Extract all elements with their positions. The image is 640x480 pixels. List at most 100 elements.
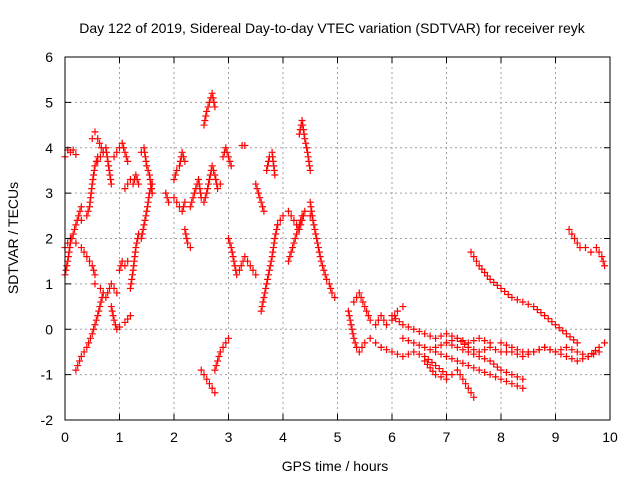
data-point bbox=[208, 384, 216, 392]
data-point bbox=[246, 262, 254, 270]
track-point bbox=[264, 275, 272, 283]
series-arc-03 bbox=[61, 235, 99, 279]
series-arc-32 bbox=[344, 307, 385, 356]
track-point bbox=[568, 346, 576, 354]
track-point bbox=[467, 389, 475, 397]
track-point bbox=[215, 352, 223, 360]
data-point bbox=[541, 343, 549, 351]
track-point bbox=[127, 280, 135, 288]
data-point bbox=[350, 334, 358, 342]
track-point bbox=[591, 346, 599, 354]
series-arc-18 bbox=[186, 162, 224, 211]
data-point bbox=[143, 162, 151, 170]
data-point bbox=[290, 216, 298, 224]
track-point bbox=[492, 346, 500, 354]
data-point bbox=[432, 362, 440, 370]
data-point bbox=[116, 323, 123, 331]
track-point bbox=[513, 346, 521, 354]
data-point bbox=[453, 357, 461, 365]
data-point bbox=[132, 171, 140, 179]
data-point bbox=[317, 257, 325, 265]
track-point bbox=[319, 262, 327, 270]
data-point bbox=[598, 253, 606, 261]
track-point bbox=[96, 153, 104, 161]
track-point bbox=[267, 257, 275, 265]
track-point bbox=[294, 225, 302, 233]
track-point bbox=[84, 207, 92, 215]
data-point bbox=[448, 371, 456, 379]
track-point bbox=[435, 365, 443, 373]
data-point bbox=[595, 343, 603, 351]
data-point bbox=[519, 298, 527, 306]
data-point bbox=[126, 312, 134, 320]
track-point bbox=[448, 355, 456, 363]
data-point bbox=[459, 375, 467, 383]
data-point bbox=[508, 293, 516, 301]
data-point bbox=[595, 248, 603, 256]
track-point bbox=[258, 303, 266, 311]
track-point bbox=[182, 230, 190, 238]
data-point bbox=[184, 239, 192, 247]
track-point bbox=[470, 364, 478, 372]
data-point bbox=[268, 253, 276, 261]
track-point bbox=[315, 248, 323, 256]
data-point bbox=[304, 148, 312, 156]
data-point bbox=[508, 371, 516, 379]
track-point bbox=[481, 337, 489, 345]
data-point bbox=[432, 371, 440, 379]
x-tick-label: 2 bbox=[170, 429, 178, 445]
data-point bbox=[96, 284, 104, 292]
data-point bbox=[200, 371, 208, 379]
series-arc-14 bbox=[137, 144, 156, 197]
track-point bbox=[573, 239, 581, 247]
data-point bbox=[121, 262, 129, 270]
data-point bbox=[552, 348, 559, 356]
track-point bbox=[568, 230, 576, 238]
data-point bbox=[355, 289, 363, 297]
series-arc-40 bbox=[467, 248, 581, 347]
track-point bbox=[524, 300, 532, 308]
track-point bbox=[599, 257, 607, 265]
track-point bbox=[226, 239, 234, 247]
data-point bbox=[197, 366, 205, 374]
track-point bbox=[305, 157, 313, 165]
track-point bbox=[481, 346, 489, 354]
track-point bbox=[297, 216, 305, 224]
track-point bbox=[513, 296, 521, 304]
data-point bbox=[562, 352, 570, 360]
series-arc-10 bbox=[110, 139, 132, 165]
series-arc-17 bbox=[181, 225, 194, 252]
data-point bbox=[290, 239, 298, 247]
track-point bbox=[311, 225, 319, 233]
track-point bbox=[201, 117, 209, 125]
track-point bbox=[404, 323, 412, 331]
data-point bbox=[132, 244, 140, 252]
track-point bbox=[481, 355, 489, 363]
track-point bbox=[310, 221, 318, 229]
track-point bbox=[426, 346, 434, 354]
data-point bbox=[219, 343, 227, 351]
data-point bbox=[263, 280, 271, 288]
track-point bbox=[110, 284, 118, 292]
data-point bbox=[421, 343, 429, 351]
data-point bbox=[399, 352, 407, 360]
track-point bbox=[143, 203, 151, 211]
data-point bbox=[271, 171, 279, 179]
track-point bbox=[351, 339, 359, 347]
data-point bbox=[475, 348, 483, 356]
track-point bbox=[270, 239, 278, 247]
track-point bbox=[91, 321, 99, 329]
data-point bbox=[573, 339, 581, 347]
data-point bbox=[227, 162, 235, 170]
track-point bbox=[173, 198, 181, 206]
track-point bbox=[147, 180, 155, 188]
track-point bbox=[249, 266, 257, 274]
track-point bbox=[568, 355, 576, 363]
data-point bbox=[508, 343, 516, 351]
data-point bbox=[573, 348, 581, 356]
track-point bbox=[212, 176, 220, 184]
data-point bbox=[508, 380, 516, 388]
data-point bbox=[148, 189, 156, 197]
data-point bbox=[486, 357, 494, 365]
